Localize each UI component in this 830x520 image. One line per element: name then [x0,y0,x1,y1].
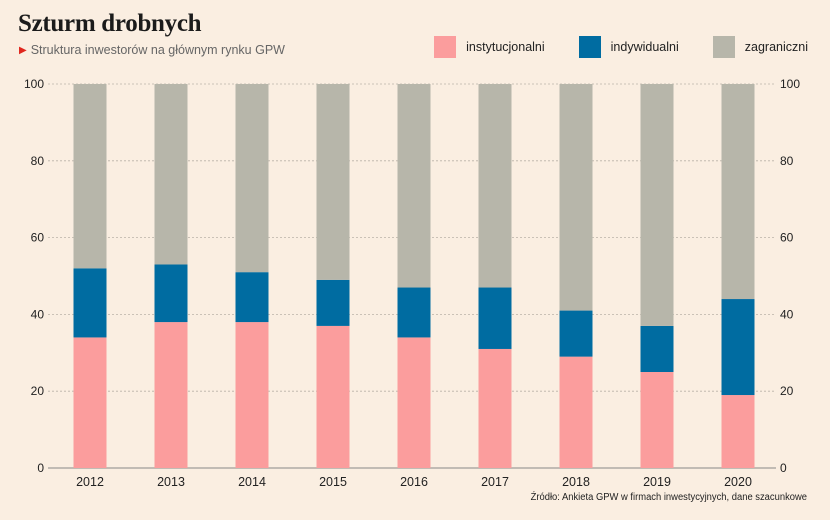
bar-instytucjonalni-2015 [316,325,350,468]
y-tick-label-left-60: 60 [31,231,45,245]
bar-indywidualni-2014 [235,272,269,323]
bar-instytucjonalni-2014 [235,322,269,468]
y-tick-label-right-60: 60 [780,231,794,245]
legend-swatch-indywidualni [578,36,601,58]
bar-zagraniczni-2016 [397,84,431,288]
bar-instytucjonalni-2013 [154,322,188,468]
chart-subtitle: ▶ Struktura inwestorów na głównym rynku … [19,43,285,57]
bar-indywidualni-2020 [721,299,755,396]
y-tick-label-right-0: 0 [780,461,787,475]
bar-indywidualni-2013 [154,264,188,323]
bar-indywidualni-2012 [73,268,107,338]
y-tick-label-right-20: 20 [780,384,794,398]
legend-label-instytucjonalni: instytucjonalni [466,40,545,54]
bar-indywidualni-2015 [316,279,350,326]
bar-zagraniczni-2013 [154,84,188,265]
bar-zagraniczni-2014 [235,84,269,273]
y-tick-label-right-100: 100 [780,77,800,91]
bar-indywidualni-2019 [640,325,674,372]
triangle-marker-icon: ▶ [19,44,27,56]
legend-swatch-zagraniczni [712,36,735,58]
x-tick-label-2013: 2013 [157,475,185,489]
bar-instytucjonalni-2018 [559,356,593,468]
x-tick-label-2012: 2012 [76,475,104,489]
x-tick-label-2020: 2020 [724,475,752,489]
chart-title: Szturm drobnych [18,10,202,37]
bar-zagraniczni-2018 [559,84,593,311]
legend-item-instytucjonalni: instytucjonalni [434,36,545,58]
legend-label-zagraniczni: zagraniczni [744,40,808,54]
y-tick-label-left-40: 40 [31,307,45,321]
bar-zagraniczni-2020 [721,84,755,300]
bar-instytucjonalni-2012 [73,337,107,468]
y-tick-label-left-100: 100 [24,77,44,91]
bar-zagraniczni-2015 [316,84,350,280]
y-tick-label-right-80: 80 [780,154,794,168]
bar-zagraniczni-2012 [73,84,107,269]
bar-zagraniczni-2017 [478,84,512,288]
bar-indywidualni-2017 [478,287,512,349]
bar-instytucjonalni-2017 [478,348,512,468]
y-tick-label-left-20: 20 [31,384,45,398]
bar-indywidualni-2016 [397,287,431,338]
x-tick-label-2017: 2017 [481,475,509,489]
y-tick-label-left-80: 80 [31,154,45,168]
x-tick-label-2018: 2018 [562,475,590,489]
bar-instytucjonalni-2016 [397,337,431,468]
source-note: Źródło: Ankieta GPW w firmach inwestycyj… [530,492,807,503]
chart-legend: instytucjonalni indywidualni zagraniczni [400,36,808,58]
legend-label-indywidualni: indywidualni [610,40,679,54]
x-tick-label-2014: 2014 [238,475,266,489]
x-tick-label-2019: 2019 [643,475,671,489]
bar-instytucjonalni-2020 [721,395,755,468]
bar-zagraniczni-2019 [640,84,674,326]
chart-subtitle-text: Struktura inwestorów na głównym rynku GP… [30,43,285,57]
y-tick-label-left-0: 0 [37,461,44,475]
y-tick-label-right-40: 40 [780,307,794,321]
legend-item-indywidualni: indywidualni [578,36,679,58]
bar-instytucjonalni-2019 [640,372,674,468]
x-tick-label-2015: 2015 [319,475,347,489]
x-tick-label-2016: 2016 [400,475,428,489]
bar-indywidualni-2018 [559,310,593,357]
legend-swatch-instytucjonalni [434,36,457,58]
legend-item-zagraniczni: zagraniczni [712,36,808,58]
